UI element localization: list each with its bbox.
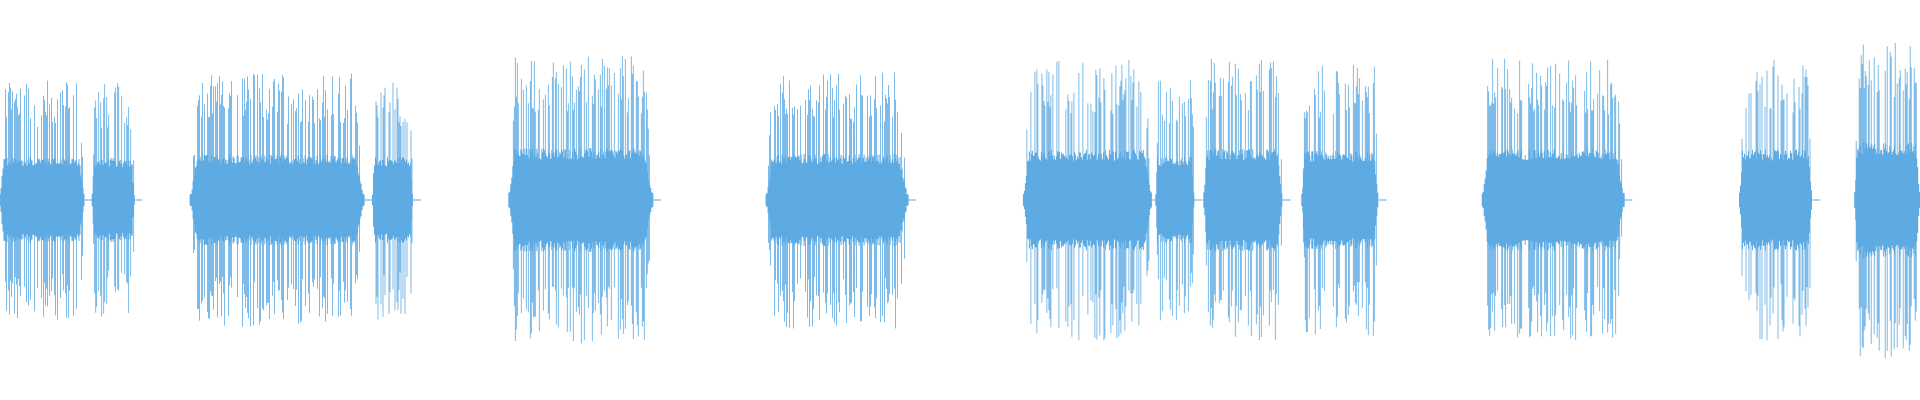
waveform-core: [0, 156, 85, 244]
waveform-segment: [91, 83, 143, 317]
waveform-segment: [1203, 59, 1291, 341]
waveform-core: [508, 148, 654, 252]
waveform-core: [1739, 149, 1812, 251]
waveform-segment: [1854, 43, 1920, 359]
waveform-segments: [0, 43, 1920, 359]
waveform-segment: [0, 80, 93, 320]
waveform-segment: [1301, 64, 1387, 336]
waveform-core: [189, 154, 365, 246]
waveform-segment: [189, 73, 373, 327]
waveform-segment: [1022, 60, 1160, 341]
waveform-core: [1022, 149, 1152, 251]
waveform-segment: [1739, 59, 1821, 341]
waveform-segment: [765, 72, 917, 329]
waveform-core: [1854, 142, 1920, 258]
waveform-core: [1155, 156, 1195, 244]
waveform-core: [1301, 150, 1379, 250]
waveform-core: [765, 153, 909, 247]
waveform-core: [1481, 148, 1625, 252]
waveform-core: [372, 157, 413, 243]
waveform-core: [91, 158, 135, 242]
waveform-segment: [508, 56, 661, 344]
waveform-core: [1203, 148, 1283, 252]
waveform-segment: [1481, 58, 1633, 341]
waveform-segment: [372, 82, 421, 320]
waveform-segment: [1155, 80, 1203, 321]
